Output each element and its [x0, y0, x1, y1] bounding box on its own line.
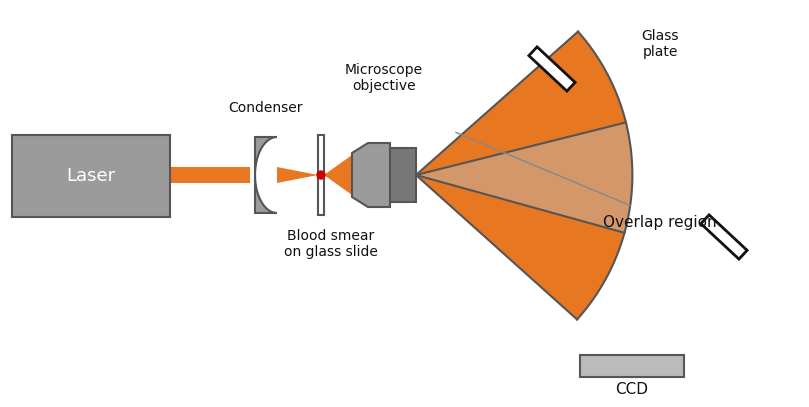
Text: Glass
plate: Glass plate — [642, 29, 679, 59]
Polygon shape — [390, 148, 416, 202]
Text: CCD: CCD — [616, 382, 649, 397]
Polygon shape — [170, 167, 250, 183]
Polygon shape — [529, 47, 575, 91]
Text: Microscope
objective: Microscope objective — [345, 63, 423, 93]
Circle shape — [317, 171, 325, 179]
Text: Laser: Laser — [66, 167, 116, 185]
Polygon shape — [277, 167, 318, 183]
Text: Condenser: Condenser — [229, 101, 303, 115]
Polygon shape — [318, 135, 324, 215]
Polygon shape — [416, 32, 626, 175]
Polygon shape — [324, 155, 352, 195]
Polygon shape — [352, 143, 390, 207]
Polygon shape — [416, 123, 633, 233]
Text: Blood smear
on glass slide: Blood smear on glass slide — [284, 229, 378, 259]
Polygon shape — [701, 215, 747, 259]
Polygon shape — [416, 175, 625, 319]
Bar — [580, 355, 684, 377]
Polygon shape — [416, 32, 633, 319]
Polygon shape — [255, 137, 277, 213]
Bar — [12, 135, 170, 217]
Text: Overlap region: Overlap region — [604, 214, 717, 230]
